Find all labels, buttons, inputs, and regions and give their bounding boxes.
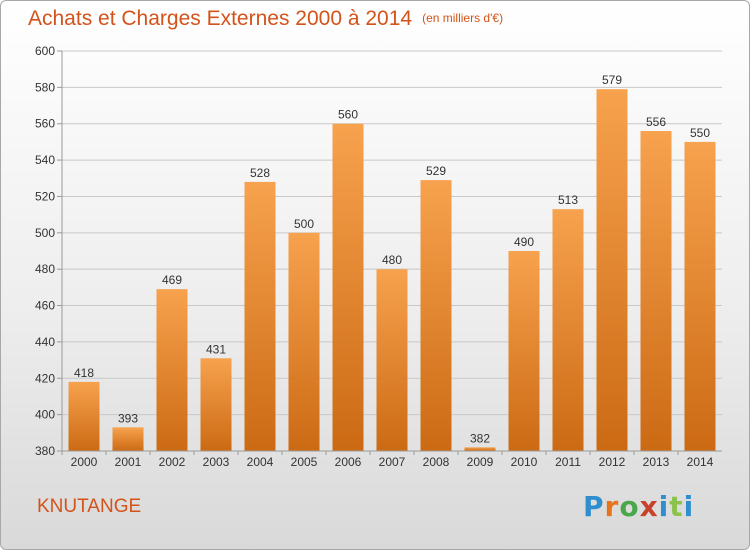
y-tick-label: 560 <box>35 117 55 131</box>
x-tick-label: 2000 <box>71 455 98 469</box>
data-label: 418 <box>74 366 94 380</box>
data-label: 393 <box>118 411 138 425</box>
bar <box>244 181 276 451</box>
bar <box>508 251 540 451</box>
x-tick-label: 2009 <box>467 455 494 469</box>
labels: 380 400 420 440 460 480 500 520 540 560 580 600 418 2… <box>35 44 714 469</box>
bar <box>112 427 144 451</box>
brand-letter: r <box>604 490 620 523</box>
bar <box>68 381 100 451</box>
bar <box>552 209 584 451</box>
data-label: 469 <box>162 273 182 287</box>
y-tick-label: 500 <box>35 226 55 240</box>
data-label: 550 <box>690 126 710 140</box>
data-label: 431 <box>206 342 226 356</box>
y-tick-label: 580 <box>35 80 55 94</box>
data-label: 480 <box>382 253 402 267</box>
data-label: 500 <box>294 217 314 231</box>
bar <box>684 141 716 451</box>
y-tick-label: 400 <box>35 408 55 422</box>
y-tick-label: 480 <box>35 262 55 276</box>
y-tick-label: 420 <box>35 371 55 385</box>
x-tick-label: 2005 <box>291 455 318 469</box>
bar <box>332 123 364 452</box>
x-tick-label: 2003 <box>203 455 230 469</box>
bar <box>640 131 672 451</box>
bar <box>464 447 496 451</box>
x-tick-label: 2011 <box>555 455 581 469</box>
x-tick-label: 2010 <box>511 455 538 469</box>
bar <box>376 269 408 451</box>
bar <box>200 358 232 451</box>
y-tick-label: 520 <box>35 189 55 203</box>
axes <box>57 50 722 455</box>
x-tick-label: 2001 <box>115 455 142 469</box>
y-tick-label: 380 <box>35 444 55 458</box>
x-tick-label: 2002 <box>159 455 186 469</box>
chart-title-text: Achats et Charges Externes 2000 à 2014 <box>28 7 413 30</box>
x-tick-label: 2013 <box>643 455 670 469</box>
y-tick-label: 540 <box>35 153 55 167</box>
data-label: 560 <box>338 108 358 122</box>
x-tick-label: 2006 <box>335 455 362 469</box>
y-tick-label: 460 <box>35 299 55 313</box>
brand-letter: t <box>669 490 684 523</box>
data-label: 513 <box>558 193 578 207</box>
chart-subtitle: (en milliers d'€) <box>422 11 504 25</box>
brand-letter: o <box>619 490 640 523</box>
data-label: 529 <box>426 164 446 178</box>
data-label: 382 <box>470 431 490 445</box>
bar <box>596 89 628 451</box>
commune-name: KNUTANGE <box>37 496 142 517</box>
data-label: 490 <box>514 235 534 249</box>
brand-letter: i <box>658 490 670 523</box>
data-label: 556 <box>646 115 666 129</box>
brand-letter: P <box>583 490 605 523</box>
x-tick-label: 2014 <box>687 455 714 469</box>
brand-letter: i <box>683 490 695 523</box>
y-tick-label: 440 <box>35 335 55 349</box>
bars <box>68 89 716 452</box>
brand-letter: x <box>639 490 659 523</box>
bar <box>288 232 320 451</box>
x-tick-label: 2004 <box>247 455 274 469</box>
data-label: 528 <box>250 166 270 180</box>
bar <box>156 289 188 451</box>
x-tick-label: 2007 <box>379 455 406 469</box>
data-label: 579 <box>602 73 622 87</box>
bar <box>420 180 452 451</box>
chart-title: Achats et Charges Externes 2000 à 2014 (e… <box>28 7 503 31</box>
x-tick-label: 2012 <box>599 455 626 469</box>
y-tick-label: 600 <box>35 44 55 58</box>
x-tick-label: 2008 <box>423 455 450 469</box>
brand-logo: Proxiti <box>583 490 694 523</box>
